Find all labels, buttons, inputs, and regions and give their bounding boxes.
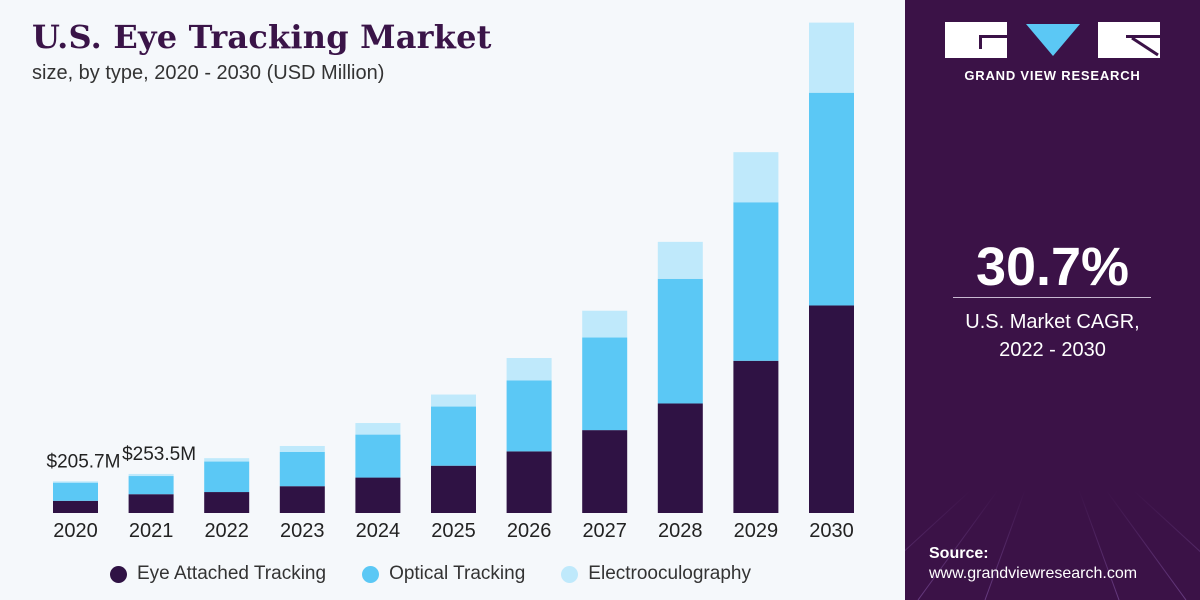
bar-eye-attached-tracking-2025 (431, 465, 476, 513)
cagr-label-line1: U.S. Market CAGR, (965, 311, 1140, 333)
bar-eye-attached-tracking-2027 (582, 430, 628, 513)
source-url[interactable]: www.grandviewresearch.com (929, 565, 1138, 582)
legend-swatch-eye-attached (110, 565, 127, 583)
bar-eye-attached-tracking-2030 (809, 305, 854, 513)
chart-panel: 2020 2021 2022 2023 2024 2025 2026 2027 2028 2029… (32, 18, 854, 585)
cagr-label: U.S. Market CAGR, 2022 - 2030 (905, 308, 1200, 364)
legend-label-optical: Optical Tracking (389, 563, 526, 584)
bar-optical-tracking-2021 (128, 476, 174, 495)
bar-eye-attached-tracking-2024 (355, 477, 401, 513)
brand-name: GRAND VIEW RESEARCH (964, 68, 1141, 83)
grid-decoration (905, 489, 1200, 600)
cagr-divider (953, 297, 1151, 298)
x-tick-label-2025: 2025 (431, 520, 476, 542)
source-block: Source: www.grandviewresearch.com (929, 544, 1137, 584)
x-tick-label-2029: 2029 (734, 520, 779, 542)
bar-electrooculography-2020 (53, 481, 98, 483)
brand-logo: GRAND VIEW RESEARCH (945, 22, 1160, 83)
bar-electrooculography-2027 (582, 310, 628, 338)
bar-electrooculography-2021 (128, 473, 174, 477)
bar-electrooculography-2026 (506, 358, 552, 381)
bar-eye-attached-tracking-2021 (128, 494, 174, 513)
bar-eye-attached-tracking-2020 (53, 500, 98, 513)
bar-optical-tracking-2030 (809, 92, 854, 306)
logo-g-mark (945, 22, 1007, 58)
x-tick-label-2028: 2028 (658, 520, 703, 542)
legend-item-optical: Optical Tracking (362, 563, 525, 585)
bar-optical-tracking-2020 (53, 482, 98, 501)
bar-optical-tracking-2024 (355, 434, 401, 478)
logo-marks (945, 22, 1160, 60)
chart-title: U.S. Eye Tracking Market (32, 18, 492, 56)
x-tick-label-2022: 2022 (204, 520, 249, 542)
x-tick-label-2030: 2030 (809, 520, 854, 542)
bar-eye-attached-tracking-2023 (279, 486, 325, 513)
bar-eye-attached-tracking-2029 (733, 360, 779, 513)
chart-legend: Eye Attached Tracking Optical Tracking E… (110, 563, 787, 585)
bar-electrooculography-2028 (657, 241, 703, 279)
x-tick-label-2021: 2021 (129, 520, 174, 542)
cagr-value: 30.7% (975, 237, 1130, 297)
bar-electrooculography-2024 (355, 423, 401, 435)
bar-electrooculography-2029 (733, 152, 779, 203)
bar-optical-tracking-2027 (582, 337, 628, 431)
bar-optical-tracking-2026 (506, 380, 552, 452)
source-title: Source: (929, 545, 989, 562)
legend-label-eye-attached: Eye Attached Tracking (137, 563, 327, 584)
legend-swatch-optical (362, 565, 380, 583)
side-panel: GRAND VIEW RESEARCH 30.7% U.S. Market CA… (905, 0, 1200, 600)
bar-eye-attached-tracking-2022 (204, 492, 250, 513)
legend-item-electrooculography: Electrooculography (561, 563, 751, 585)
logo-v-mark (1022, 22, 1084, 58)
x-tick-label-2024: 2024 (356, 520, 401, 542)
chart-plot: 2020 2021 2022 2023 2024 2025 2026 2027 2028 2029… (47, 22, 854, 542)
bar-eye-attached-tracking-2028 (657, 403, 703, 513)
bar-electrooculography-2025 (431, 394, 476, 407)
bar-optical-tracking-2025 (431, 406, 476, 466)
legend-swatch-electrooculography (561, 565, 579, 583)
bar-optical-tracking-2029 (733, 202, 779, 361)
bar-eye-attached-tracking-2026 (506, 451, 552, 513)
x-tick-label-2020: 2020 (53, 520, 98, 542)
bar-optical-tracking-2028 (657, 278, 703, 404)
bar-electrooculography-2030 (809, 22, 854, 93)
data-label-2021: $253.5M (122, 444, 196, 465)
bar-optical-tracking-2023 (279, 451, 325, 487)
x-tick-label-2026: 2026 (507, 520, 552, 542)
legend-label-electrooculography: Electrooculography (588, 563, 751, 584)
legend-item-eye-attached: Eye Attached Tracking (110, 563, 326, 585)
bar-electrooculography-2022 (204, 458, 250, 462)
data-label-2020: $205.7M (47, 451, 121, 472)
bar-optical-tracking-2022 (204, 461, 250, 493)
chart-subtitle: size, by type, 2020 - 2030 (USD Million) (32, 62, 385, 84)
logo-r-mark (1098, 22, 1160, 58)
cagr-label-line2: 2022 - 2030 (999, 339, 1106, 361)
x-tick-label-2023: 2023 (280, 520, 325, 542)
x-tick-label-2027: 2027 (582, 520, 627, 542)
bar-electrooculography-2023 (279, 445, 325, 452)
